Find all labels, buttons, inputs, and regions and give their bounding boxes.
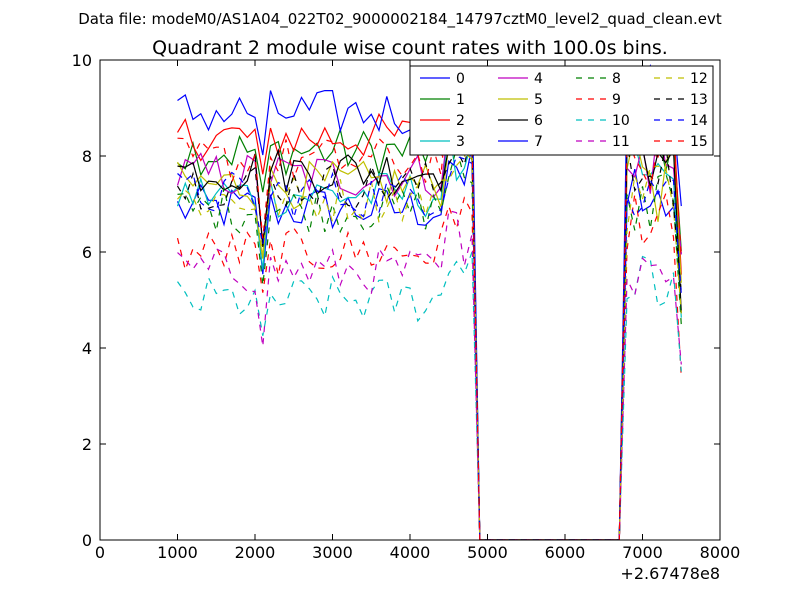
series-line-3 <box>176 125 682 540</box>
legend-label: 11 <box>612 134 630 150</box>
legend-label: 0 <box>456 71 465 87</box>
series-line-12 <box>177 139 682 540</box>
x-tick-label: 3000 <box>312 543 353 562</box>
series-line-6 <box>177 105 682 540</box>
series-line-0 <box>176 146 682 540</box>
legend-label: 5 <box>534 92 543 108</box>
x-tick-label: 5000 <box>467 543 508 562</box>
series-line-10 <box>177 251 682 540</box>
x-tick-label: 4000 <box>390 543 431 562</box>
legend-label: 4 <box>534 71 543 87</box>
series-line-5 <box>176 133 682 540</box>
legend-label: 10 <box>612 113 630 129</box>
legend-label: 1 <box>456 92 465 108</box>
series-line-14 <box>177 155 682 540</box>
y-tick-label: 8 <box>82 147 92 166</box>
y-tick-label: 6 <box>82 243 92 262</box>
legend-label: 6 <box>534 113 543 129</box>
x-tick-label: 8000 <box>700 543 741 562</box>
legend-label: 14 <box>690 113 708 129</box>
series-line-9 <box>176 191 682 540</box>
x-tick-label: 1000 <box>157 543 198 562</box>
series-line-13 <box>176 131 682 540</box>
legend-label: 8 <box>612 71 621 87</box>
legend-label: 15 <box>690 134 708 150</box>
y-tick-label: 10 <box>72 51 92 70</box>
x-tick-label: 6000 <box>545 543 586 562</box>
legend-label: 13 <box>690 92 708 108</box>
x-tick-label: 0 <box>95 543 105 562</box>
series-line-4 <box>176 122 682 540</box>
legend-label: 7 <box>534 134 543 150</box>
y-tick-label: 2 <box>82 435 92 454</box>
series-line-15 <box>177 90 682 540</box>
legend-label: 12 <box>690 71 708 87</box>
y-tick-label: 4 <box>82 339 92 358</box>
legend-box <box>409 65 714 156</box>
chart-title: Quadrant 2 module wise count rates with … <box>152 37 668 59</box>
x-tick-label: 2000 <box>235 543 276 562</box>
legend-label: 3 <box>456 134 465 150</box>
series-line-11 <box>177 209 682 540</box>
x-tick-label: 7000 <box>622 543 663 562</box>
x-offset-label: +2.67478e8 <box>620 564 720 583</box>
x-axis: 0 1000 2000 3000 4000 5000 6000 7000 8000 <box>95 60 740 562</box>
legend-label: 2 <box>456 113 465 129</box>
y-tick-label: 0 <box>82 531 92 550</box>
suptitle: Data file: modeM0/AS1A04_022T02_90000021… <box>78 10 722 29</box>
legend-label: 9 <box>612 92 621 108</box>
